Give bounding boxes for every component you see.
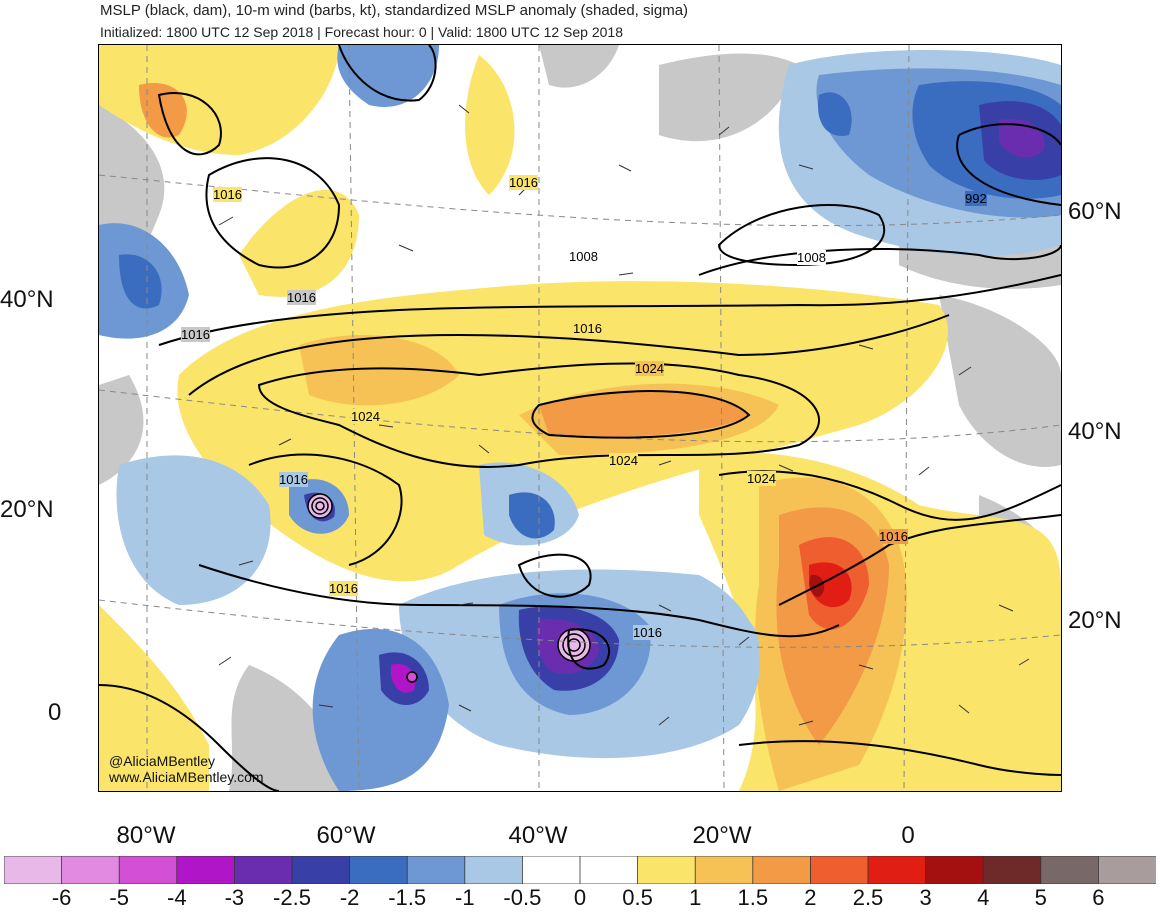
colorbar-swatch [637,856,697,884]
colorbar-swatch [867,856,927,884]
colorbar-swatch [291,856,351,884]
colorbar-swatch [522,856,581,884]
contour-label: 1016 [213,187,242,202]
colorbar-tick-label: -0.5 [503,885,542,910]
chart-title: MSLP (black, dam), 10-m wind (barbs, kt)… [100,2,689,19]
colorbar [4,856,1156,884]
colorbar-swatch [406,856,466,884]
credit-handle: @AliciaMBentley [109,753,216,769]
colorbar-tick-label: 1.5 [737,885,769,910]
colorbar-tick-label: 3 [919,885,932,910]
hurricane-rings [307,493,591,683]
colorbar-tick-label: -4 [167,885,187,910]
colorbar-swatch [464,856,524,884]
colorbar-swatch [61,856,121,884]
colorbar-swatch [982,856,1042,884]
colorbar-tick-label: -3 [224,885,245,910]
colorbar-swatch [349,856,409,884]
contour-label: 1016 [287,290,316,305]
contour-label: 1016 [181,327,210,342]
positive-anomaly-shading [99,45,1061,791]
lon-label: 80°W [116,822,176,849]
lat-label-right: 40°N [1068,418,1122,445]
colorbar-tick-label: -2 [339,885,360,910]
lon-label: 20°W [692,822,752,849]
negative-anomaly-shading [99,45,1061,791]
lat-label-left: 20°N [0,496,54,523]
contour-label: 1008 [569,249,598,264]
colorbar-swatch [233,856,293,884]
credit-website: www.AliciaMBentley.com [109,769,264,785]
contour-label: 1008 [797,250,826,265]
colorbar-tick-label: 6 [1092,885,1105,910]
contour-label: 1016 [279,472,308,487]
map-canvas [99,45,1061,791]
lon-label: 0 [901,822,915,849]
contour-label: 1024 [747,471,776,486]
contour-label: 1016 [879,529,908,544]
graticule [99,45,1061,791]
colorbar-swatch [176,856,236,884]
contour-label: 1024 [635,361,664,376]
contour-label: 992 [965,191,987,206]
contour-label: 1024 [609,453,638,468]
lat-label-right: 20°N [1068,607,1122,634]
lon-label: 60°W [316,822,376,849]
lon-label: 40°W [508,822,568,849]
colorbar-swatch [579,856,639,884]
isobars [99,45,1061,791]
colorbar-swatch [694,856,754,884]
contour-label: 1024 [351,409,380,424]
colorbar-tick-label: -1 [455,885,475,910]
contour-label: 1016 [329,581,358,596]
colorbar-tick-label: -2.5 [273,885,311,910]
colorbar-tick-label: -6 [51,885,72,910]
colorbar-tick-label: 0.5 [622,885,653,910]
contour-label: 1016 [573,321,602,336]
colorbar-tick-label: 4 [977,885,990,910]
colorbar-swatch [752,856,812,884]
colorbar-swatch [4,856,63,884]
colorbar-swatch [118,856,178,884]
colorbar-tick-label: -5 [109,885,129,910]
chart-subtitle: Initialized: 1800 UTC 12 Sep 2018 | Fore… [100,24,623,40]
lat-label-left: 0 [48,699,62,726]
colorbar-tick-label: -1.5 [388,885,427,910]
lat-label-right: 60°N [1068,198,1122,225]
lat-label-left: 40°N [0,286,54,313]
colorbar-swatch [1040,856,1100,884]
colorbar-swatch [810,856,869,884]
colorbar-tick-label: 5 [1034,885,1047,910]
colorbar-swatch [925,856,985,884]
colorbar-tick-label: 2 [804,885,817,910]
colorbar-tick-label: 0 [573,885,587,910]
contour-label: 1016 [509,175,538,190]
map-panel: 1016 1016 1016 1016 1008 1008 992 1016 1… [98,44,1062,792]
colorbar-tick-label: 1 [689,885,702,910]
colorbar-swatch [1098,856,1156,884]
colorbar-tick-label: 2.5 [852,885,884,910]
contour-label: 1016 [633,625,662,640]
